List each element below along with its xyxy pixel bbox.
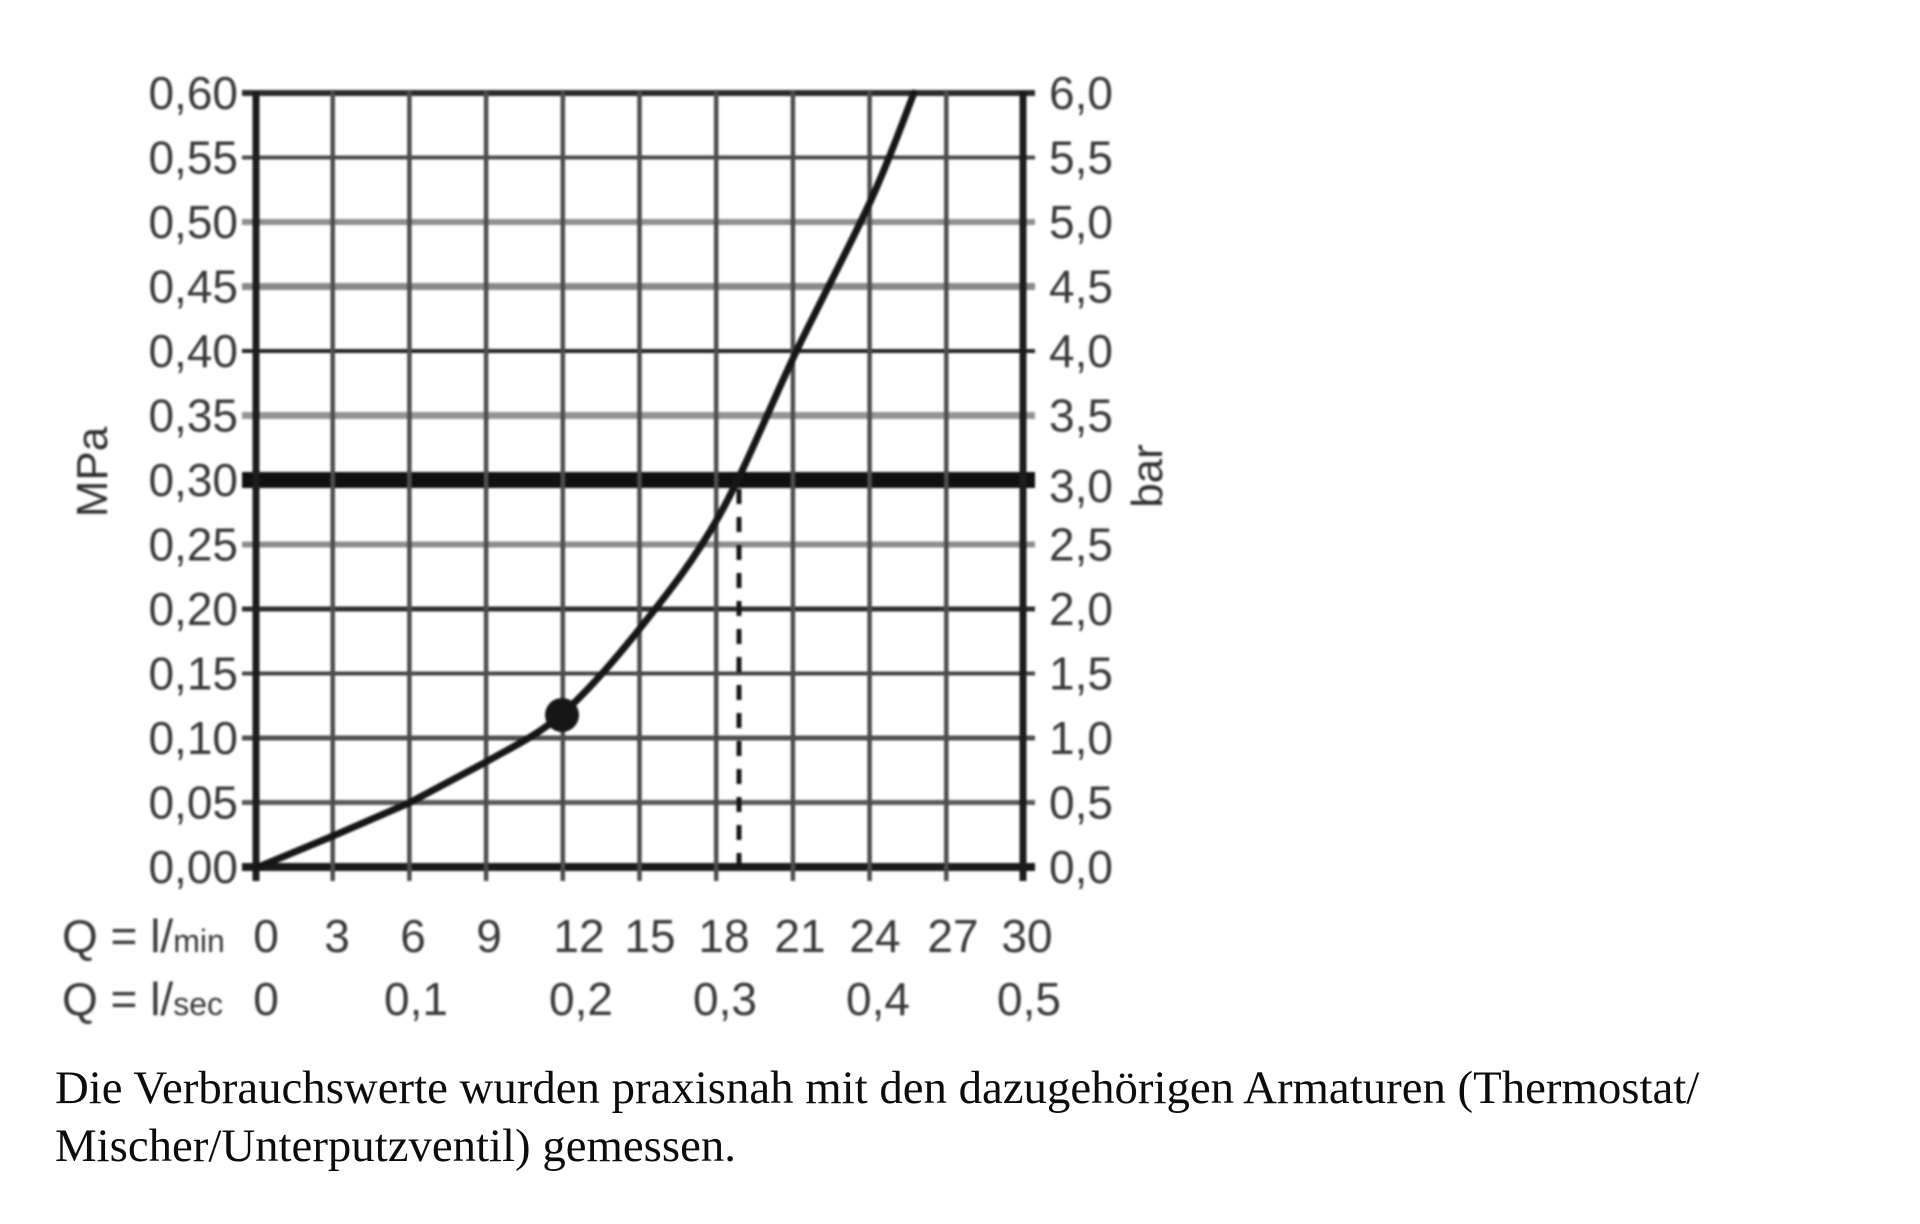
svg-text:18: 18 [698,910,749,962]
svg-text:0,0: 0,0 [1049,841,1113,893]
svg-text:0,5: 0,5 [997,973,1061,1025]
svg-text:27: 27 [927,910,978,962]
svg-text:9: 9 [476,910,502,962]
svg-text:0,50: 0,50 [148,196,238,248]
svg-text:0,25: 0,25 [148,519,238,571]
svg-text:0,3: 0,3 [693,973,757,1025]
svg-text:4,0: 4,0 [1049,325,1113,377]
svg-text:0,05: 0,05 [148,777,238,829]
svg-text:3: 3 [324,910,350,962]
svg-text:2,0: 2,0 [1049,583,1113,635]
svg-text:24: 24 [849,910,900,962]
svg-text:6,0: 6,0 [1049,67,1113,119]
svg-text:0,2: 0,2 [549,973,613,1025]
svg-text:3,5: 3,5 [1049,390,1113,442]
svg-text:0,20: 0,20 [148,583,238,635]
svg-text:bar: bar [1123,444,1172,508]
svg-text:0,00: 0,00 [148,841,238,893]
svg-text:12: 12 [553,910,604,962]
svg-text:30: 30 [1001,910,1052,962]
svg-text:Q = l/min: Q = l/min [62,910,225,962]
svg-text:0: 0 [253,973,279,1025]
svg-text:21: 21 [774,910,825,962]
svg-text:MPa: MPa [68,426,117,517]
svg-text:0: 0 [253,910,279,962]
svg-text:0,60: 0,60 [148,67,238,119]
svg-text:0,45: 0,45 [148,261,238,313]
svg-text:15: 15 [624,910,675,962]
svg-text:0,40: 0,40 [148,325,238,377]
svg-text:0,1: 0,1 [384,973,448,1025]
svg-text:0,4: 0,4 [846,973,910,1025]
svg-text:6: 6 [400,910,426,962]
svg-text:Q = l/sec: Q = l/sec [62,973,223,1025]
svg-text:3,0: 3,0 [1049,460,1113,512]
svg-text:0,5: 0,5 [1049,777,1113,829]
svg-text:5,0: 5,0 [1049,196,1113,248]
svg-text:2,5: 2,5 [1049,519,1113,571]
svg-text:0,55: 0,55 [148,132,238,184]
svg-text:0,35: 0,35 [148,390,238,442]
svg-text:0,30: 0,30 [148,454,238,506]
svg-text:1,5: 1,5 [1049,648,1113,700]
svg-text:1,0: 1,0 [1049,712,1113,764]
svg-text:5,5: 5,5 [1049,132,1113,184]
svg-text:0,10: 0,10 [148,712,238,764]
svg-text:4,5: 4,5 [1049,261,1113,313]
svg-text:0,15: 0,15 [148,648,238,700]
